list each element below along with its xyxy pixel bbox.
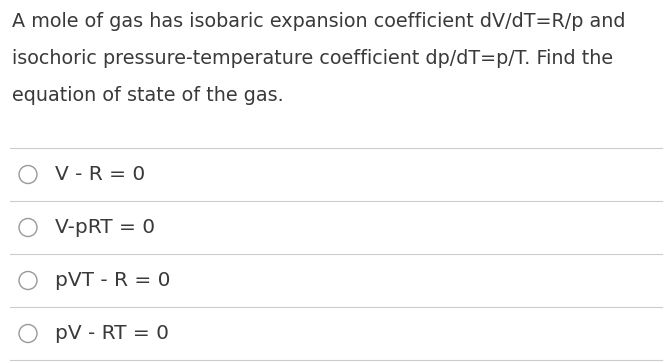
Text: isochoric pressure-temperature coefficient dp/dT=p/T. Find the: isochoric pressure-temperature coefficie… [12, 49, 613, 68]
Text: V - R = 0: V - R = 0 [55, 165, 145, 184]
Text: V-pRT = 0: V-pRT = 0 [55, 218, 155, 237]
Text: A mole of gas has isobaric expansion coefficient dV/dT=R/p and: A mole of gas has isobaric expansion coe… [12, 12, 626, 31]
Text: pVT - R = 0: pVT - R = 0 [55, 271, 171, 290]
Text: equation of state of the gas.: equation of state of the gas. [12, 86, 284, 105]
Text: pV - RT = 0: pV - RT = 0 [55, 324, 169, 343]
